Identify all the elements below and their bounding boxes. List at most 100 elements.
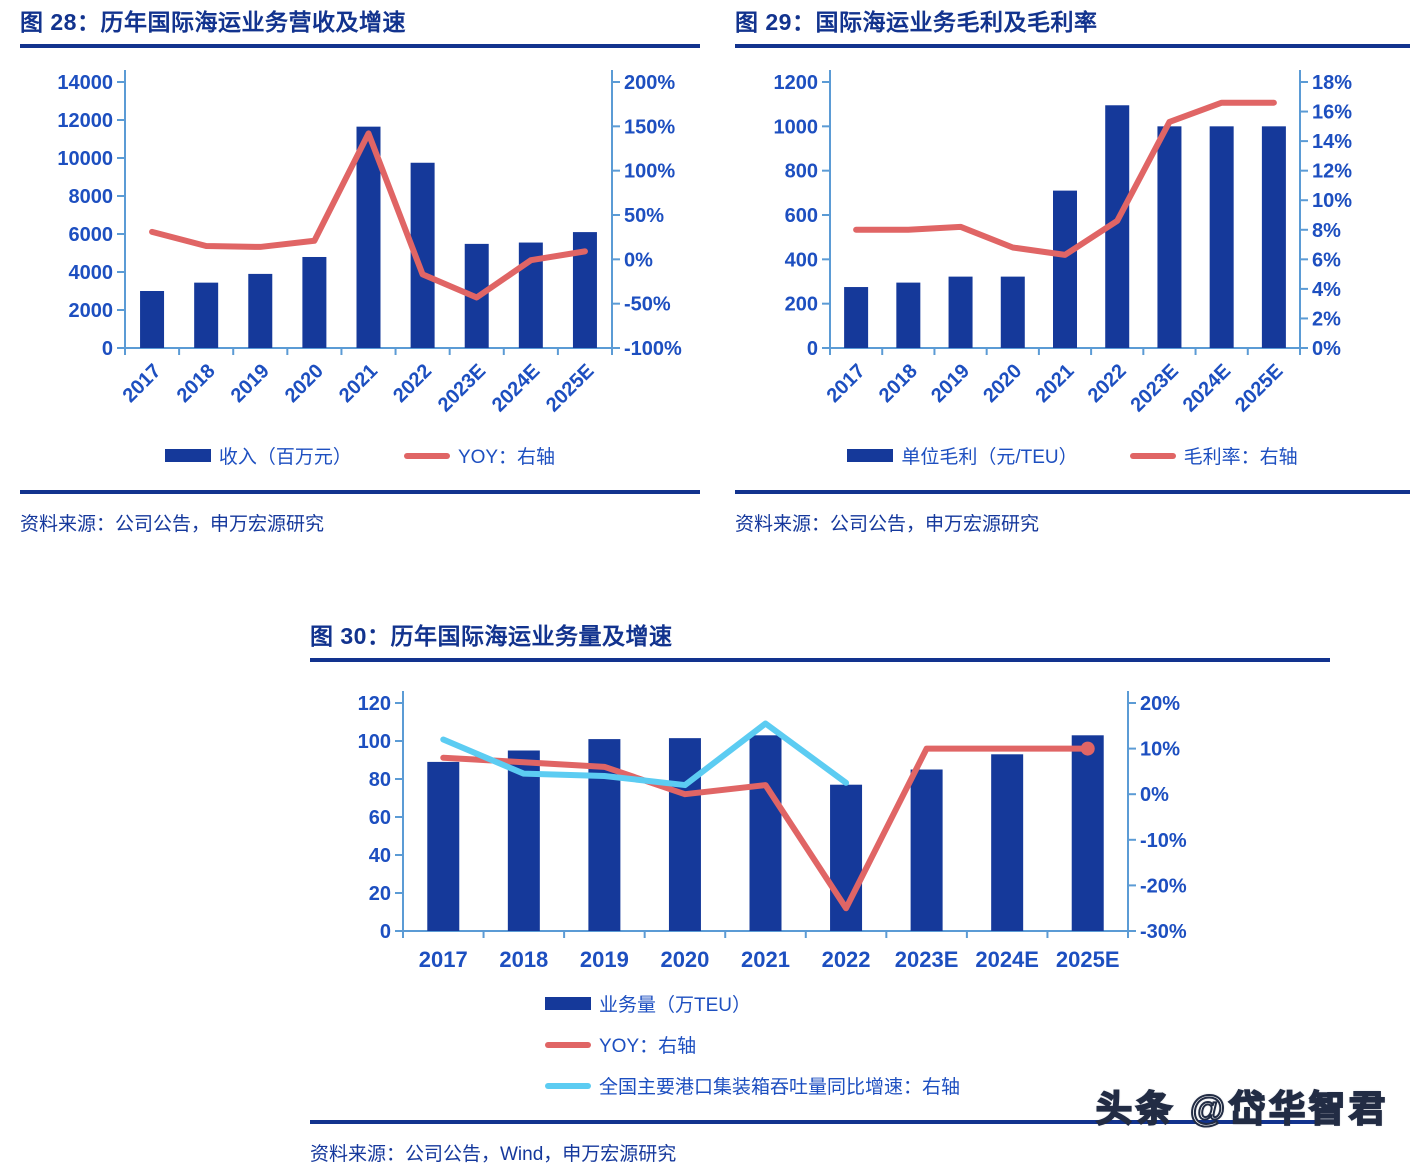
svg-text:10%: 10% bbox=[1312, 190, 1352, 212]
bar-swatch bbox=[545, 997, 591, 1011]
bars bbox=[844, 105, 1286, 348]
axes: 0 2000 4000 6000 8000 10000 12000 14000 -100% -50… bbox=[57, 69, 682, 360]
figure-29-panel: 图 29：国际海运业务毛利及毛利率 0 200 400 600 800 1000 1200 0… bbox=[735, 8, 1410, 536]
svg-text:0%: 0% bbox=[624, 249, 653, 271]
svg-text:6000: 6000 bbox=[69, 224, 114, 246]
svg-text:1000: 1000 bbox=[774, 116, 819, 138]
svg-text:-30%: -30% bbox=[1140, 921, 1187, 943]
svg-text:100%: 100% bbox=[624, 161, 675, 183]
svg-text:2017: 2017 bbox=[419, 947, 468, 972]
figure-30-source: 资料来源：公司公告，Wind，申万宏源研究 bbox=[310, 1143, 677, 1165]
svg-text:2022: 2022 bbox=[1084, 360, 1131, 407]
svg-text:2021: 2021 bbox=[1032, 360, 1079, 407]
svg-text:8%: 8% bbox=[1312, 220, 1341, 242]
figure-28-source: 资料来源：公司公告，申万宏源研究 bbox=[20, 513, 325, 535]
figure-30-title: 图 30：历年国际海运业务量及增速 bbox=[310, 623, 673, 649]
bar-swatch bbox=[847, 449, 894, 463]
legend-item: 业务量（万TEU） bbox=[545, 990, 751, 1018]
svg-text:2017: 2017 bbox=[823, 360, 870, 407]
svg-text:2021: 2021 bbox=[741, 947, 790, 972]
svg-text:50%: 50% bbox=[624, 205, 664, 227]
svg-text:150%: 150% bbox=[624, 116, 675, 138]
svg-text:-50%: -50% bbox=[624, 294, 671, 316]
svg-text:120: 120 bbox=[358, 693, 391, 715]
legend-label: 全国主要港口集装箱吞吐量同比增速：右轴 bbox=[599, 1077, 961, 1099]
svg-text:6%: 6% bbox=[1312, 249, 1341, 271]
svg-text:0: 0 bbox=[102, 338, 113, 360]
svg-text:40: 40 bbox=[369, 845, 391, 867]
line-series bbox=[853, 99, 1277, 258]
svg-text:2%: 2% bbox=[1312, 308, 1341, 330]
line-series bbox=[149, 130, 588, 301]
watermark: 头条 @岱华智君 bbox=[1095, 1087, 1390, 1130]
figure-29-title: 图 29：国际海运业务毛利及毛利率 bbox=[735, 9, 1098, 35]
figure-28-chart: 0 2000 4000 6000 8000 10000 12000 14000 -100% -50… bbox=[57, 69, 682, 416]
svg-text:2020: 2020 bbox=[979, 360, 1026, 407]
legend-item: 收入（百万元） bbox=[164, 442, 352, 470]
svg-text:2020: 2020 bbox=[660, 947, 709, 972]
figure-30-legend: 业务量（万TEU） YOY：右轴全国主要港口集装箱吞吐量同比增速：右轴 bbox=[545, 990, 1330, 1100]
svg-text:2025E: 2025E bbox=[542, 360, 598, 416]
svg-text:20%: 20% bbox=[1140, 693, 1180, 715]
svg-text:600: 600 bbox=[785, 205, 818, 227]
svg-text:16%: 16% bbox=[1312, 101, 1352, 123]
svg-text:2024E: 2024E bbox=[975, 947, 1039, 972]
svg-text:800: 800 bbox=[785, 161, 818, 183]
legend-label: YOY：右轴 bbox=[599, 1036, 697, 1058]
axes: 0 20 40 60 80 100 120 -30% -20% -10% 0% 10% 20% bbox=[358, 690, 1187, 943]
svg-text:2019: 2019 bbox=[927, 360, 974, 407]
figure-28-title-underline bbox=[20, 43, 700, 48]
svg-text:2021: 2021 bbox=[335, 360, 382, 407]
svg-text:0: 0 bbox=[807, 338, 818, 360]
figure-30-divider bbox=[310, 1119, 1330, 1124]
svg-text:10%: 10% bbox=[1140, 738, 1180, 760]
figure-29-legend: 单位毛利（元/TEU） 毛利率：右轴 bbox=[735, 442, 1410, 470]
legend-item: 毛利率：右轴 bbox=[1129, 442, 1298, 470]
svg-text:4%: 4% bbox=[1312, 279, 1341, 301]
svg-text:18%: 18% bbox=[1312, 72, 1352, 94]
svg-text:14000: 14000 bbox=[57, 72, 113, 94]
line-swatch bbox=[545, 1082, 591, 1089]
svg-text:1200: 1200 bbox=[774, 72, 819, 94]
bars bbox=[140, 126, 597, 348]
svg-text:0: 0 bbox=[380, 921, 391, 943]
svg-text:2018: 2018 bbox=[875, 360, 922, 407]
legend-item: YOY：右轴 bbox=[545, 1031, 696, 1059]
line-series bbox=[440, 741, 1095, 912]
svg-text:8000: 8000 bbox=[69, 186, 114, 208]
svg-text:0%: 0% bbox=[1312, 338, 1341, 360]
svg-text:400: 400 bbox=[785, 249, 818, 271]
legend-label: YOY：右轴 bbox=[457, 447, 556, 469]
figure-28-panel: 图 28：历年国际海运业务营收及增速 0 2000 4000 6000 8000 1000… bbox=[20, 8, 700, 536]
svg-text:4000: 4000 bbox=[69, 262, 114, 284]
svg-text:12%: 12% bbox=[1312, 161, 1352, 183]
svg-text:2019: 2019 bbox=[580, 947, 629, 972]
figure-28-legend: 收入（百万元） YOY：右轴 bbox=[20, 442, 700, 470]
svg-text:2023E: 2023E bbox=[895, 947, 959, 972]
legend-item: 全国主要港口集装箱吞吐量同比增速：右轴 bbox=[545, 1072, 960, 1100]
line-swatch bbox=[1129, 452, 1176, 459]
legend-label: 毛利率：右轴 bbox=[1183, 447, 1298, 469]
line-swatch bbox=[545, 1041, 591, 1048]
figure-29-chart: 0 200 400 600 800 1000 1200 0% 2% 4% 6% 8% 10% 12% 14%… bbox=[774, 69, 1352, 416]
svg-text:2017: 2017 bbox=[119, 360, 166, 407]
figure-29-source: 资料来源：公司公告，申万宏源研究 bbox=[735, 513, 1040, 535]
figure-30-panel: 图 30：历年国际海运业务量及增速 0 20 40 60 80 100 120 -30% -20… bbox=[310, 622, 1330, 1165]
svg-text:2000: 2000 bbox=[69, 300, 114, 322]
svg-text:-100%: -100% bbox=[624, 338, 682, 360]
legend-label: 业务量（万TEU） bbox=[599, 995, 752, 1017]
figure-29-divider bbox=[735, 489, 1410, 494]
svg-text:2023E: 2023E bbox=[434, 360, 490, 416]
svg-text:200: 200 bbox=[785, 294, 818, 316]
figure-30-title-underline bbox=[310, 657, 1330, 662]
figure-29-title-underline bbox=[735, 43, 1410, 48]
svg-text:200%: 200% bbox=[624, 72, 675, 94]
line-series bbox=[440, 720, 850, 788]
svg-text:60: 60 bbox=[369, 807, 391, 829]
figure-28-title: 图 28：历年国际海运业务营收及增速 bbox=[20, 9, 406, 35]
svg-text:100: 100 bbox=[358, 731, 391, 753]
